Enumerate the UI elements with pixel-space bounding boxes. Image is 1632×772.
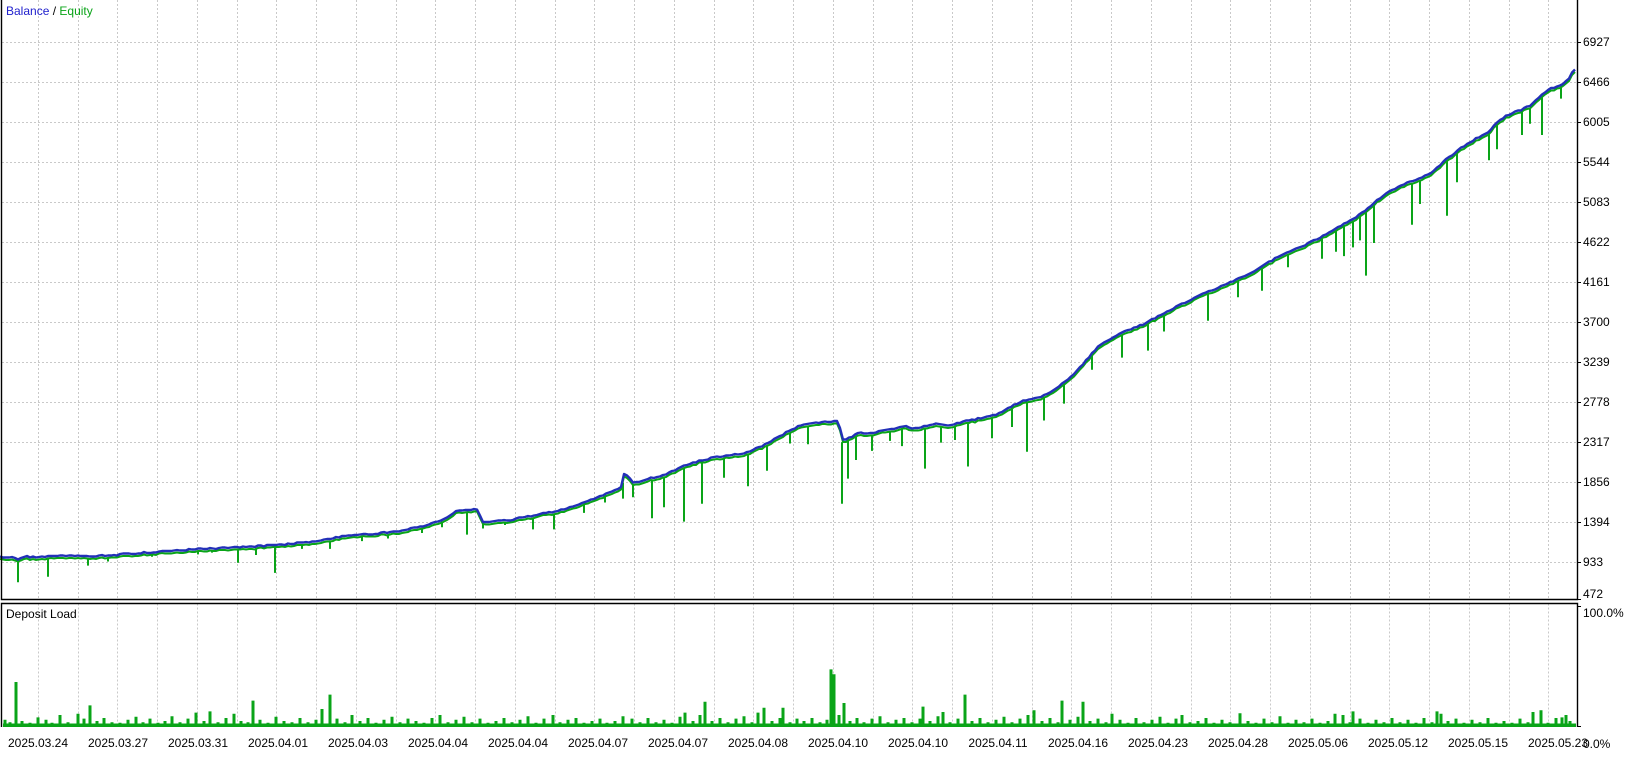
y-axis-label: 2778 [1583, 395, 1610, 409]
x-axis-label: 2025.04.10 [887, 736, 949, 750]
x-axis-label: 2025.03.31 [167, 736, 229, 750]
chart-legend: Balance / Equity [6, 4, 93, 18]
x-axis-label: 2025.04.28 [1207, 736, 1269, 750]
x-axis-label: 2025.05.15 [1447, 736, 1509, 750]
axis-ticks [1577, 42, 1581, 727]
x-axis-label: 2025.05.06 [1287, 736, 1349, 750]
x-axis-label: 2025.04.23 [1127, 736, 1189, 750]
x-axis-label: 2025.03.27 [87, 736, 149, 750]
x-axis-label: 2025.04.01 [247, 736, 309, 750]
x-axis-label: 2025.04.08 [727, 736, 789, 750]
deposit-load-baseline [3, 723, 1576, 727]
x-axis-label: 2025.04.04 [487, 736, 549, 750]
deposit-max-label: 100.0% [1583, 606, 1624, 620]
y-axis-label: 1856 [1583, 475, 1610, 489]
vgrid [38, 0, 1549, 727]
x-axis-label: 2025.04.10 [807, 736, 869, 750]
x-axis-label: 2025.05.12 [1367, 736, 1429, 750]
legend-separator: / [49, 4, 60, 18]
y-axis-label: 472 [1583, 587, 1604, 601]
y-axis-label: 2317 [1583, 435, 1610, 449]
hgrid-top [2, 42, 1577, 563]
x-axis-label: 2025.05.23 [1527, 736, 1589, 750]
top-panel-border [0, 0, 1579, 601]
legend-equity-label: Equity [59, 4, 93, 18]
y-axis-label: 6466 [1583, 75, 1610, 89]
y-axis-label: 5083 [1583, 195, 1610, 209]
x-axis-label: 2025.03.24 [7, 736, 69, 750]
y-axis-label: 3239 [1583, 355, 1610, 369]
y-axis-label: 6005 [1583, 115, 1610, 129]
y-axis-label: 4161 [1583, 275, 1610, 289]
equity-drawdown-spikes [17, 86, 1562, 583]
y-axis-label: 4622 [1583, 235, 1610, 249]
bottom-panel-border [0, 602, 1579, 727]
x-axis-label: 2025.04.07 [647, 736, 709, 750]
deposit-load-bars [3, 669, 1572, 727]
x-axis-label: 2025.04.03 [327, 736, 389, 750]
x-axis-label: 2025.04.11 [968, 736, 1028, 750]
y-axis-label: 6927 [1583, 35, 1610, 49]
deposit-load-title: Deposit Load [6, 607, 77, 621]
y-axis-label: 933 [1583, 555, 1604, 569]
x-axis-label: 2025.04.07 [567, 736, 629, 750]
x-axis-label: 2025.04.04 [407, 736, 469, 750]
balance-line [0, 68, 1576, 561]
deposit-min-label: 0.0% [1583, 737, 1611, 751]
y-axis-label: 5544 [1583, 155, 1610, 169]
y-axis-label: 3700 [1583, 315, 1610, 329]
equity-line [0, 71, 1576, 563]
x-axis-label: 2025.04.16 [1047, 736, 1109, 750]
legend-balance-label: Balance [6, 4, 50, 18]
y-axis-label: 1394 [1583, 515, 1610, 529]
